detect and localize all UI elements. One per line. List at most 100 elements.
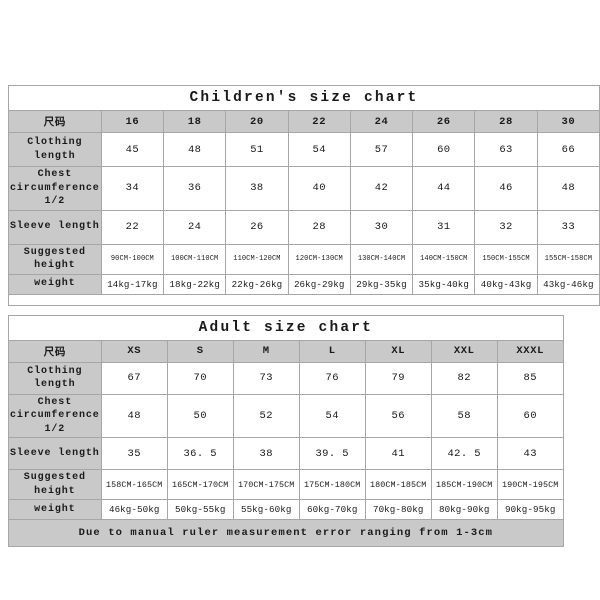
cell-value: 38: [225, 166, 289, 211]
cell-value: 14kg-17kg: [100, 273, 165, 295]
cell-value: 42. 5: [430, 437, 498, 470]
cell-value: 39. 5: [298, 437, 366, 470]
children-header-row: 尺码 16 18 20 22 24 26 28 30: [8, 110, 600, 133]
children-size-16: 16: [100, 110, 165, 133]
cell-value: 155CM-158CM: [536, 243, 600, 275]
children-size-24: 24: [349, 110, 414, 133]
cell-value: 18kg-22kg: [162, 273, 227, 295]
cell-value: 48: [162, 132, 227, 167]
cell-value: 46kg-50kg: [100, 499, 168, 520]
cell-value: 45: [100, 132, 165, 167]
cell-value: 60: [496, 393, 564, 438]
cell-value: 63: [474, 132, 538, 167]
adult-size-table: Adult size chart 尺码 XS S M L XL XXL XXXL…: [8, 314, 564, 547]
cell-value: 100CM-110CM: [162, 243, 227, 275]
cell-value: 34: [100, 166, 165, 211]
cell-value: 40: [287, 166, 351, 211]
adult-size-xxl: XXL: [430, 339, 498, 363]
row-label-clothing-length: Clothing length: [8, 132, 102, 167]
cell-value: 48: [536, 166, 600, 211]
table-row: Suggested height 90CM-100CM 100CM-110CM …: [8, 243, 600, 275]
cell-value: 158CM-165CM: [100, 469, 168, 500]
cell-value: 79: [364, 361, 432, 395]
children-size-28: 28: [474, 110, 538, 133]
cell-value: 55kg-60kg: [232, 499, 300, 520]
cell-value: 185CM-190CM: [430, 469, 498, 500]
cell-value: 57: [349, 132, 414, 167]
cell-value: 41: [364, 437, 432, 470]
table-row: weight 14kg-17kg 18kg-22kg 22kg-26kg 26k…: [8, 273, 600, 295]
cell-value: 70: [166, 361, 234, 395]
cell-value: 170CM-175CM: [232, 469, 300, 500]
table-row: Sleeve length 22 24 26 28 30 31 32 33: [8, 209, 600, 245]
cell-value: 33: [536, 209, 600, 245]
cell-value: 130CM-140CM: [349, 243, 414, 275]
table-spacer-row: [8, 293, 600, 306]
cell-value: 31: [412, 209, 476, 245]
row-label-weight: weight: [8, 499, 102, 520]
table-row: Clothing length 45 48 51 54 57 60 63 66: [8, 132, 600, 167]
cell-value: 165CM-170CM: [166, 469, 234, 500]
cell-value: 90CM-100CM: [100, 243, 165, 275]
cell-value: 54: [287, 132, 351, 167]
cell-value: 24: [162, 209, 227, 245]
cell-value: 150CM-155CM: [474, 243, 538, 275]
table-row: Clothing length 67 70 73 76 79 82 85: [8, 361, 564, 395]
cell-value: 54: [298, 393, 366, 438]
cell-value: 43: [496, 437, 564, 470]
cell-value: 22kg-26kg: [225, 273, 289, 295]
cell-value: 26kg-29kg: [287, 273, 351, 295]
cell-value: 43kg-46kg: [536, 273, 600, 295]
cell-value: 30: [349, 209, 414, 245]
cell-value: 85: [496, 361, 564, 395]
adult-size-xxxl: XXXL: [496, 339, 564, 363]
row-label-clothing-length: Clothing length: [8, 361, 102, 395]
cell-value: 82: [430, 361, 498, 395]
row-label-suggested-height: Suggested height: [8, 243, 102, 275]
cell-value: 70kg-80kg: [364, 499, 432, 520]
children-size-20: 20: [225, 110, 289, 133]
cell-value: 58: [430, 393, 498, 438]
row-label-chest-circumference: Chest circumference 1/2: [8, 166, 102, 211]
cell-value: 35: [100, 437, 168, 470]
cell-value: 42: [349, 166, 414, 211]
cell-value: 73: [232, 361, 300, 395]
spacer-cell: [8, 293, 600, 306]
row-label-sleeve-length: Sleeve length: [8, 437, 102, 470]
cell-value: 110CM-120CM: [225, 243, 289, 275]
cell-value: 44: [412, 166, 476, 211]
cell-value: 60kg-70kg: [298, 499, 366, 520]
cell-value: 48: [100, 393, 168, 438]
cell-value: 29kg-35kg: [349, 273, 414, 295]
children-size-22: 22: [287, 110, 351, 133]
row-label-suggested-height: Suggested height: [8, 469, 102, 500]
adult-size-l: L: [298, 339, 366, 363]
cell-value: 80kg-90kg: [430, 499, 498, 520]
children-size-label: 尺码: [8, 110, 102, 133]
cell-value: 175CM-180CM: [298, 469, 366, 500]
adult-size-xl: XL: [364, 339, 432, 363]
cell-value: 180CM-185CM: [364, 469, 432, 500]
cell-value: 50kg-55kg: [166, 499, 234, 520]
cell-value: 90kg-95kg: [496, 499, 564, 520]
cell-value: 120CM-130CM: [287, 243, 351, 275]
cell-value: 50: [166, 393, 234, 438]
cell-value: 52: [232, 393, 300, 438]
table-row: Sleeve length 35 36. 5 38 39. 5 41 42. 5…: [8, 437, 564, 470]
adult-size-label: 尺码: [8, 339, 102, 363]
children-size-table: Children's size chart 尺码 16 18 20 22 24 …: [8, 85, 600, 306]
row-label-sleeve-length: Sleeve length: [8, 209, 102, 245]
cell-value: 46: [474, 166, 538, 211]
cell-value: 22: [100, 209, 165, 245]
cell-value: 38: [232, 437, 300, 470]
cell-value: 32: [474, 209, 538, 245]
tables-gap: [8, 306, 600, 315]
children-chart-title: Children's size chart: [8, 85, 600, 111]
table-row: Suggested height 158CM-165CM 165CM-170CM…: [8, 469, 564, 500]
children-size-30: 30: [536, 110, 600, 133]
cell-value: 190CM-195CM: [496, 469, 564, 500]
row-label-weight: weight: [8, 273, 102, 295]
cell-value: 140CM-150CM: [412, 243, 476, 275]
cell-value: 36. 5: [166, 437, 234, 470]
